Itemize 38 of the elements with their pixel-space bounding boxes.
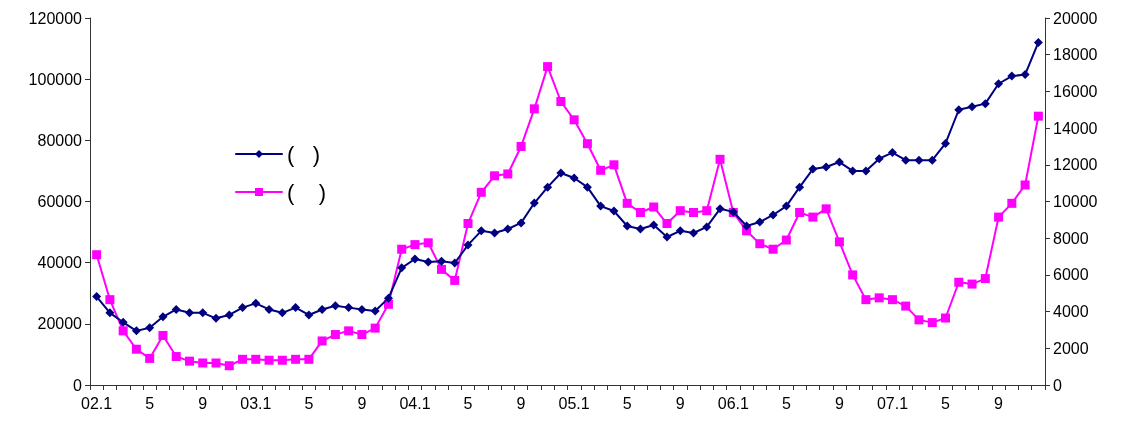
legend-label: ( ) bbox=[287, 179, 327, 205]
y2-tick-label: 4000 bbox=[1053, 303, 1089, 321]
x-tick-label: 04.1 bbox=[399, 394, 431, 412]
x-tick-label: 5 bbox=[781, 394, 791, 412]
y-tick-label: 120000 bbox=[28, 9, 83, 27]
y2-tick-label: 2000 bbox=[1053, 339, 1089, 357]
y2-tick-label: 8000 bbox=[1053, 229, 1089, 247]
x-tick-label: 03.1 bbox=[240, 394, 272, 412]
x-tick-label: 05.1 bbox=[558, 394, 590, 412]
y-tick-label: 80000 bbox=[37, 131, 83, 149]
y2-tick-label: 14000 bbox=[1053, 119, 1098, 137]
x-tick-label: 5 bbox=[145, 394, 155, 412]
x-tick-label: 07.1 bbox=[876, 394, 909, 412]
x-tick-label: 9 bbox=[357, 394, 367, 412]
y-tick-label: 20000 bbox=[37, 315, 83, 333]
x-tick-label: 5 bbox=[463, 394, 473, 412]
x-tick-label: 5 bbox=[304, 394, 314, 412]
y2-tick-label: 12000 bbox=[1053, 156, 1098, 174]
x-tick-label: 9 bbox=[675, 394, 685, 412]
y2-tick-label: 10000 bbox=[1053, 193, 1098, 210]
x-tick-label: 9 bbox=[198, 394, 208, 412]
y2-tick-label: 0 bbox=[1053, 376, 1062, 394]
y2-tick-label: 18000 bbox=[1053, 46, 1098, 64]
x-tick-label: 5 bbox=[622, 394, 632, 412]
x-tick-label: 06.1 bbox=[717, 394, 749, 412]
y-tick-label: 100000 bbox=[28, 70, 83, 88]
x-tick-label: 9 bbox=[994, 394, 1004, 412]
y2-tick-label: 20000 bbox=[1053, 9, 1098, 27]
legend-label: ( ) bbox=[287, 141, 320, 167]
y2-tick-label: 16000 bbox=[1053, 82, 1098, 100]
y-tick-label: 60000 bbox=[37, 193, 83, 210]
x-tick-label: 9 bbox=[516, 394, 526, 412]
y2-tick-label: 6000 bbox=[1053, 266, 1089, 284]
y-tick-label: 0 bbox=[73, 376, 83, 394]
x-tick-label: 9 bbox=[834, 394, 844, 412]
x-tick-label: 5 bbox=[941, 394, 951, 412]
x-tick-label: 02.1 bbox=[81, 394, 113, 412]
y-tick-label: 40000 bbox=[37, 254, 83, 272]
